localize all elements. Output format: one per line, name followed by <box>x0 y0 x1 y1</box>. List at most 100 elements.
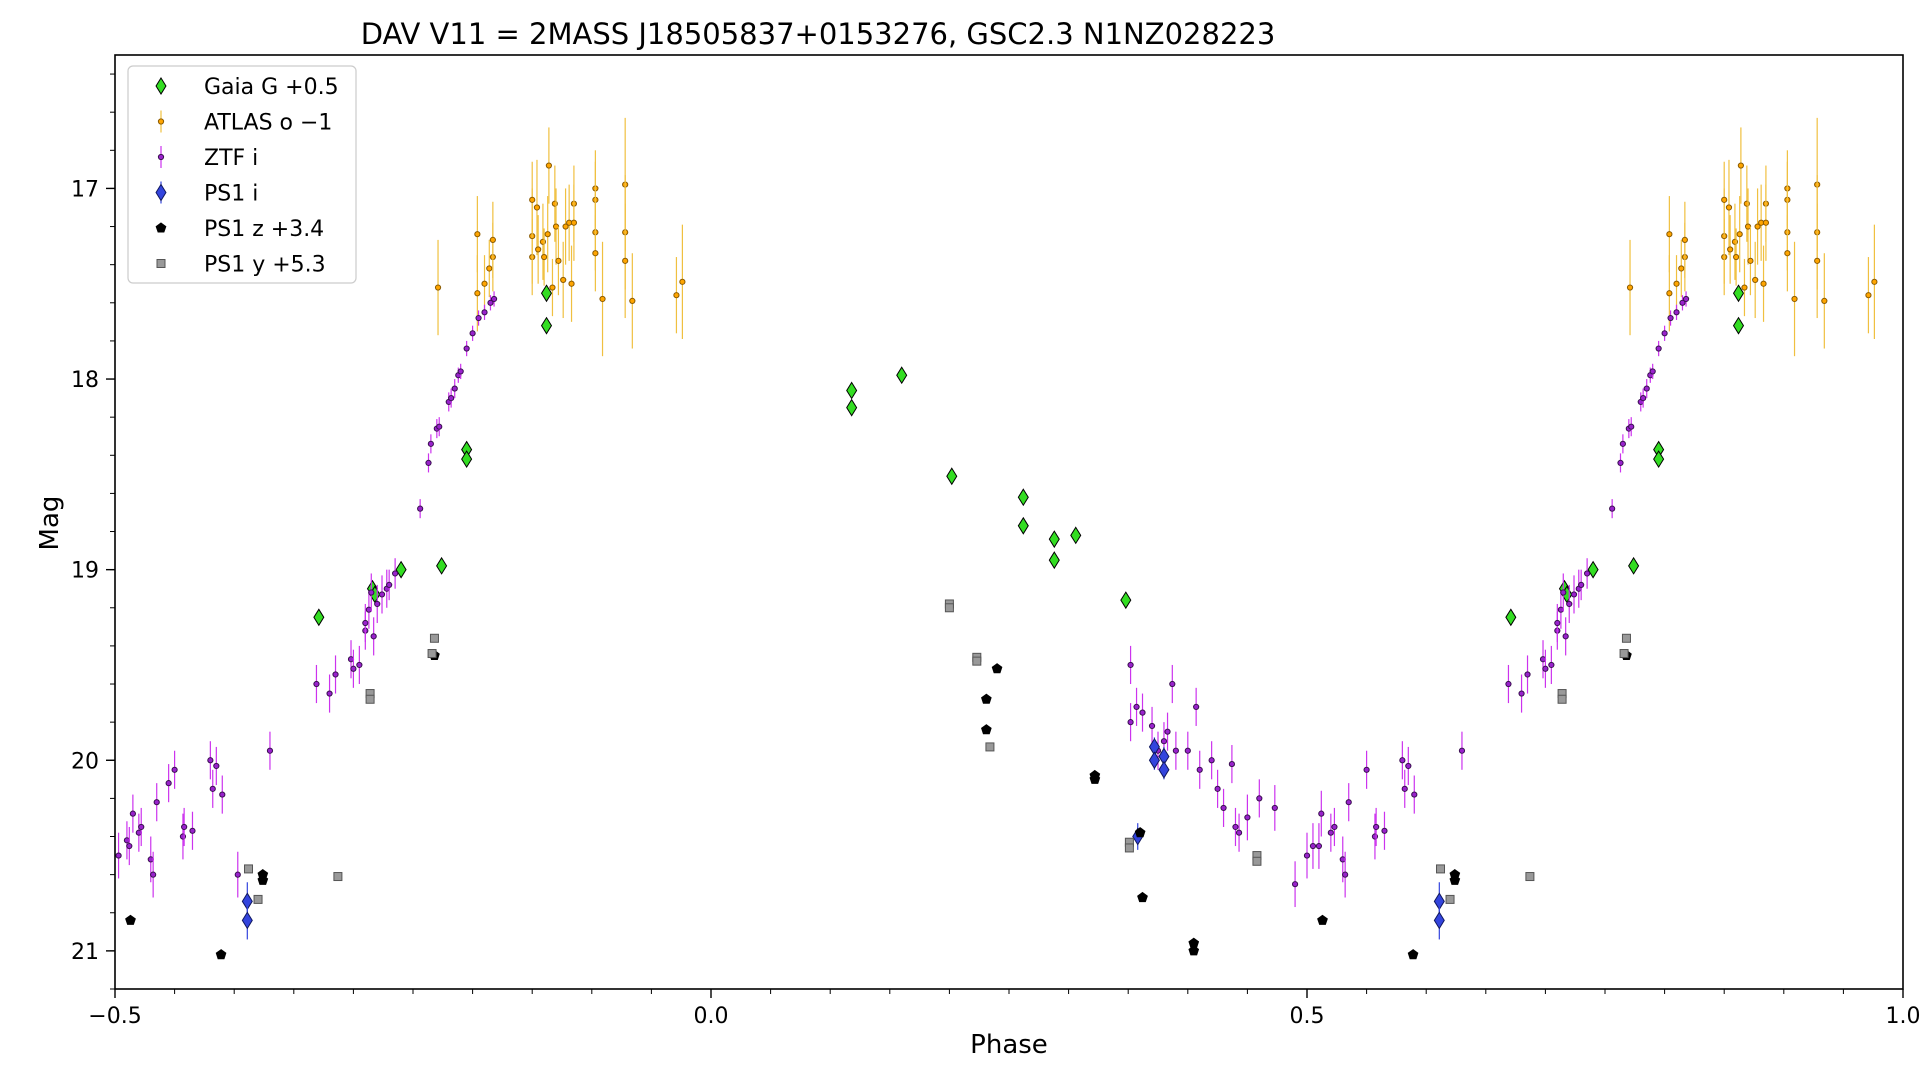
x-tick-label: −0.5 <box>88 1004 141 1029</box>
data-point <box>1678 265 1685 272</box>
series-0 <box>313 284 1745 627</box>
data-point <box>474 290 481 297</box>
data-point <box>392 570 399 577</box>
data-point <box>427 649 437 659</box>
data-point <box>1653 450 1665 469</box>
legend-label: PS1 y +5.3 <box>204 253 326 278</box>
x-tick-label: 0.0 <box>694 1004 729 1029</box>
data-point <box>1458 747 1466 754</box>
data-point <box>362 619 369 627</box>
data-point <box>215 949 227 960</box>
data-point <box>679 278 686 285</box>
data-point <box>370 633 377 640</box>
data-point <box>1727 246 1734 253</box>
data-point <box>179 833 187 840</box>
data-point <box>1411 791 1418 798</box>
legend-marker <box>157 118 165 125</box>
data-point <box>1188 945 1200 956</box>
legend-marker <box>157 153 165 161</box>
data-point <box>219 791 226 798</box>
data-point <box>1327 829 1334 836</box>
data-point <box>1148 722 1156 730</box>
data-point <box>1754 223 1761 230</box>
data-point <box>474 231 481 238</box>
data-point <box>181 823 188 831</box>
data-point <box>1741 284 1748 291</box>
data-point <box>368 589 375 596</box>
data-point <box>555 257 562 264</box>
data-point <box>1682 295 1690 303</box>
data-point <box>1371 833 1379 840</box>
data-point <box>1160 738 1168 745</box>
data-point <box>429 633 439 643</box>
data-point <box>1089 773 1101 784</box>
x-axis: −0.5 0.0 0.5 1.0 <box>88 989 1920 1029</box>
data-point <box>1587 560 1599 579</box>
data-point <box>1184 747 1191 754</box>
legend-label: Gaia G +0.5 <box>204 75 339 100</box>
data-point <box>333 872 343 882</box>
data-point <box>1619 440 1626 447</box>
data-point <box>1232 823 1239 831</box>
data-point <box>981 693 992 704</box>
data-marks <box>115 117 1878 960</box>
data-point <box>1673 309 1680 316</box>
data-point <box>209 785 216 792</box>
data-point <box>1164 728 1171 735</box>
data-point <box>356 661 363 669</box>
data-point <box>544 231 551 238</box>
data-point <box>562 223 569 230</box>
y-tick-label: 19 <box>71 559 99 584</box>
data-point <box>1193 703 1200 710</box>
data-point <box>365 694 375 704</box>
data-point <box>244 864 254 874</box>
data-point <box>1784 250 1791 257</box>
series-2 <box>115 291 1690 908</box>
data-point <box>241 911 253 930</box>
data-point <box>1228 760 1236 768</box>
data-point <box>1554 619 1561 627</box>
data-point <box>549 284 556 291</box>
data-point <box>463 345 470 352</box>
data-point <box>944 603 954 613</box>
legend-label: ATLAS o −1 <box>204 111 332 136</box>
data-point <box>1673 280 1680 287</box>
data-point <box>1548 661 1555 669</box>
data-point <box>1405 762 1412 770</box>
data-point <box>1172 747 1179 754</box>
data-point <box>1525 872 1535 882</box>
data-point <box>1732 316 1745 335</box>
data-point <box>486 265 493 272</box>
data-point <box>1399 757 1406 764</box>
data-point <box>1578 581 1585 589</box>
data-point <box>1505 680 1512 688</box>
data-point <box>1542 665 1549 672</box>
data-point <box>592 250 599 257</box>
data-point <box>1661 330 1668 337</box>
data-point <box>1621 633 1631 643</box>
data-point <box>1256 795 1263 802</box>
chart-title: DAV V11 = 2MASS J18505837+0153276, GSC2.… <box>361 17 1276 51</box>
data-point <box>570 219 578 226</box>
data-point <box>1134 827 1146 838</box>
data-point <box>1363 766 1370 773</box>
data-point <box>1139 709 1146 716</box>
data-point <box>540 316 553 335</box>
data-point <box>234 871 241 878</box>
data-point <box>1524 671 1531 678</box>
data-point <box>1725 204 1733 211</box>
series-3 <box>241 737 1445 940</box>
data-point <box>1752 276 1759 284</box>
data-point <box>189 827 196 834</box>
data-point <box>1017 488 1029 507</box>
data-point <box>165 780 172 787</box>
data-point <box>1048 551 1060 570</box>
data-point <box>1158 760 1170 779</box>
data-point <box>1557 694 1567 704</box>
data-point <box>1318 810 1325 817</box>
data-point <box>1381 827 1388 834</box>
data-point <box>1737 162 1744 169</box>
data-point <box>417 505 424 512</box>
x-tick-label: 1.0 <box>1886 1004 1920 1029</box>
data-point <box>896 366 908 385</box>
